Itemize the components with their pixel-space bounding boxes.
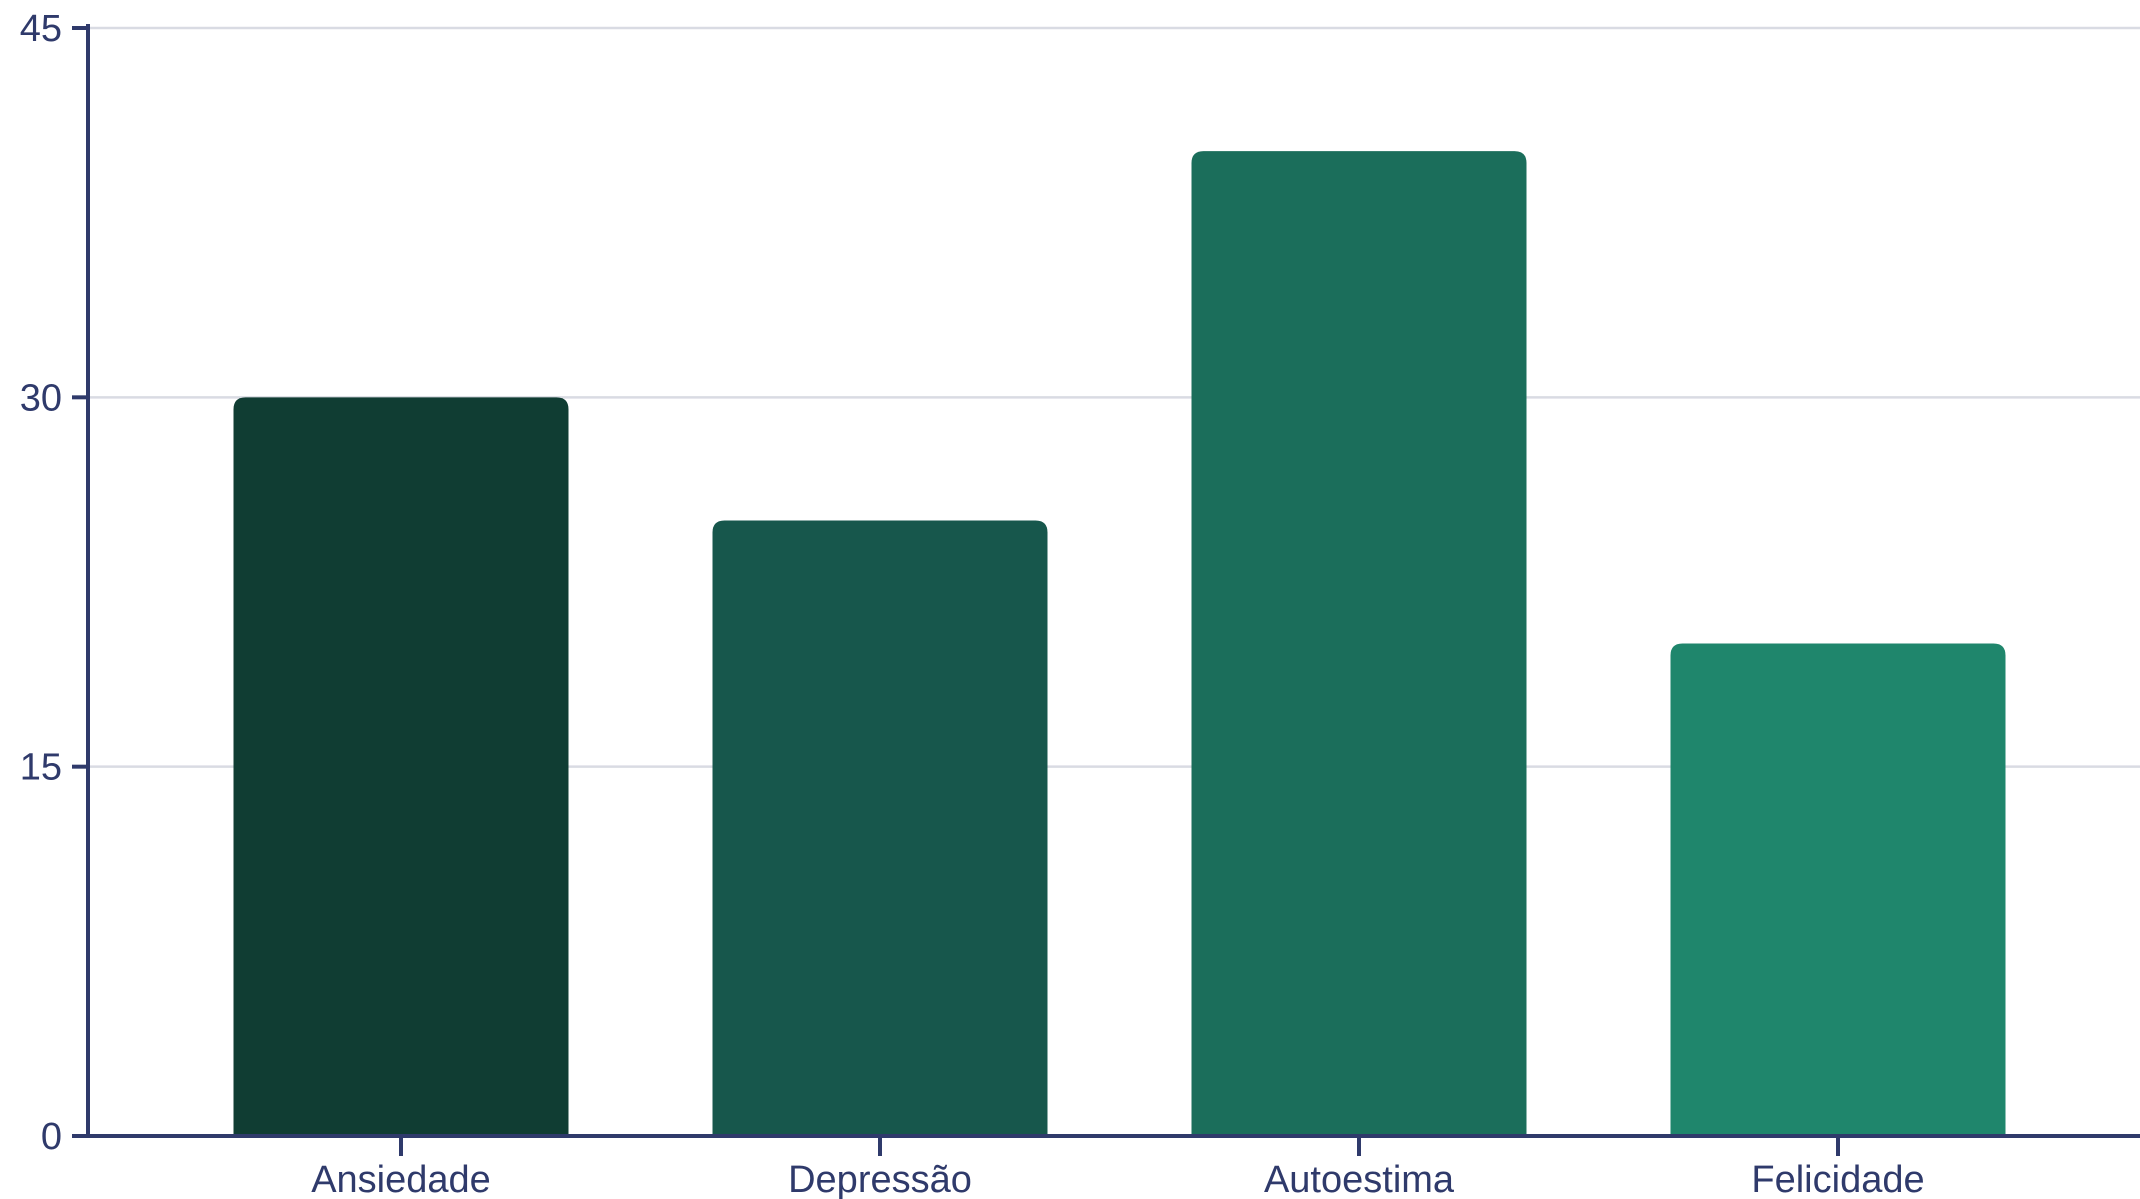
tick-labels: 0 15 30 45 Ansiedade Depressão Autoestima Felic… <box>20 8 1925 1199</box>
x-tick-label: Ansiedade <box>311 1159 491 1199</box>
y-tick-label: 30 <box>20 377 62 419</box>
bar-autoestima <box>1191 151 1527 1137</box>
bar-ansiedade <box>233 397 569 1136</box>
bar-depressão <box>712 520 1048 1136</box>
bars <box>233 151 2006 1137</box>
x-tick-label: Depressão <box>788 1159 972 1199</box>
bar-felicidade <box>1670 643 2006 1136</box>
y-tick-label: 0 <box>41 1116 62 1158</box>
x-tick-label: Autoestima <box>1264 1159 1455 1199</box>
x-tick-label: Felicidade <box>1751 1159 1924 1199</box>
y-tick-label: 15 <box>20 747 62 789</box>
axes <box>72 24 2140 1156</box>
y-tick-label: 45 <box>20 8 62 50</box>
